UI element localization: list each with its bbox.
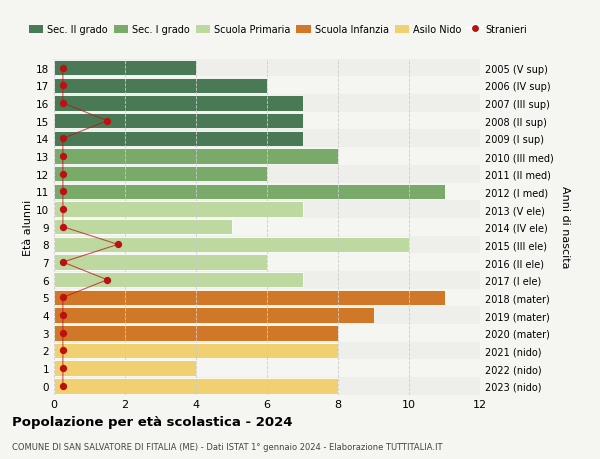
Bar — [54, 237, 409, 252]
Bar — [54, 271, 480, 289]
Bar — [54, 166, 480, 183]
Point — [113, 241, 123, 248]
Bar — [54, 360, 196, 376]
Bar — [54, 201, 480, 218]
Bar — [54, 60, 480, 77]
Bar — [54, 289, 480, 307]
Point — [58, 206, 68, 213]
Point — [58, 312, 68, 319]
Point — [58, 83, 68, 90]
Bar — [54, 359, 480, 377]
Bar — [54, 254, 480, 271]
Bar — [54, 377, 480, 395]
Bar — [54, 202, 302, 217]
Bar — [54, 130, 480, 148]
Bar — [54, 255, 267, 270]
Bar — [54, 95, 480, 112]
Point — [58, 171, 68, 178]
Point — [58, 330, 68, 337]
Bar — [54, 324, 480, 342]
Bar — [54, 236, 480, 254]
Bar — [54, 114, 302, 129]
Point — [58, 100, 68, 107]
Bar — [54, 307, 480, 324]
Bar — [54, 167, 267, 182]
Point — [58, 135, 68, 143]
Point — [58, 153, 68, 160]
Text: Popolazione per età scolastica - 2024: Popolazione per età scolastica - 2024 — [12, 415, 293, 428]
Point — [58, 347, 68, 354]
Bar — [54, 378, 338, 394]
Point — [103, 118, 112, 125]
Bar — [54, 290, 445, 306]
Bar — [54, 96, 302, 112]
Bar — [54, 131, 302, 147]
Point — [58, 65, 68, 72]
Bar — [54, 184, 445, 200]
Bar — [54, 183, 480, 201]
Point — [58, 294, 68, 302]
Bar — [54, 308, 373, 323]
Bar — [54, 218, 480, 236]
Legend: Sec. II grado, Sec. I grado, Scuola Primaria, Scuola Infanzia, Asilo Nido, Stran: Sec. II grado, Sec. I grado, Scuola Prim… — [25, 21, 532, 39]
Point — [103, 276, 112, 284]
Bar — [54, 61, 196, 76]
Point — [58, 259, 68, 266]
Point — [58, 382, 68, 390]
Point — [58, 188, 68, 196]
Bar — [54, 77, 480, 95]
Point — [58, 364, 68, 372]
Bar — [54, 272, 302, 288]
Bar — [54, 149, 338, 164]
Y-axis label: Anni di nascita: Anni di nascita — [560, 186, 570, 269]
Bar — [54, 78, 267, 94]
Bar — [54, 343, 338, 358]
Bar — [54, 325, 338, 341]
Bar — [54, 219, 232, 235]
Point — [58, 224, 68, 231]
Y-axis label: Età alunni: Età alunni — [23, 199, 33, 255]
Bar — [54, 148, 480, 166]
Bar — [54, 112, 480, 130]
Bar — [54, 342, 480, 359]
Text: COMUNE DI SAN SALVATORE DI FITALIA (ME) - Dati ISTAT 1° gennaio 2024 - Elaborazi: COMUNE DI SAN SALVATORE DI FITALIA (ME) … — [12, 442, 443, 451]
